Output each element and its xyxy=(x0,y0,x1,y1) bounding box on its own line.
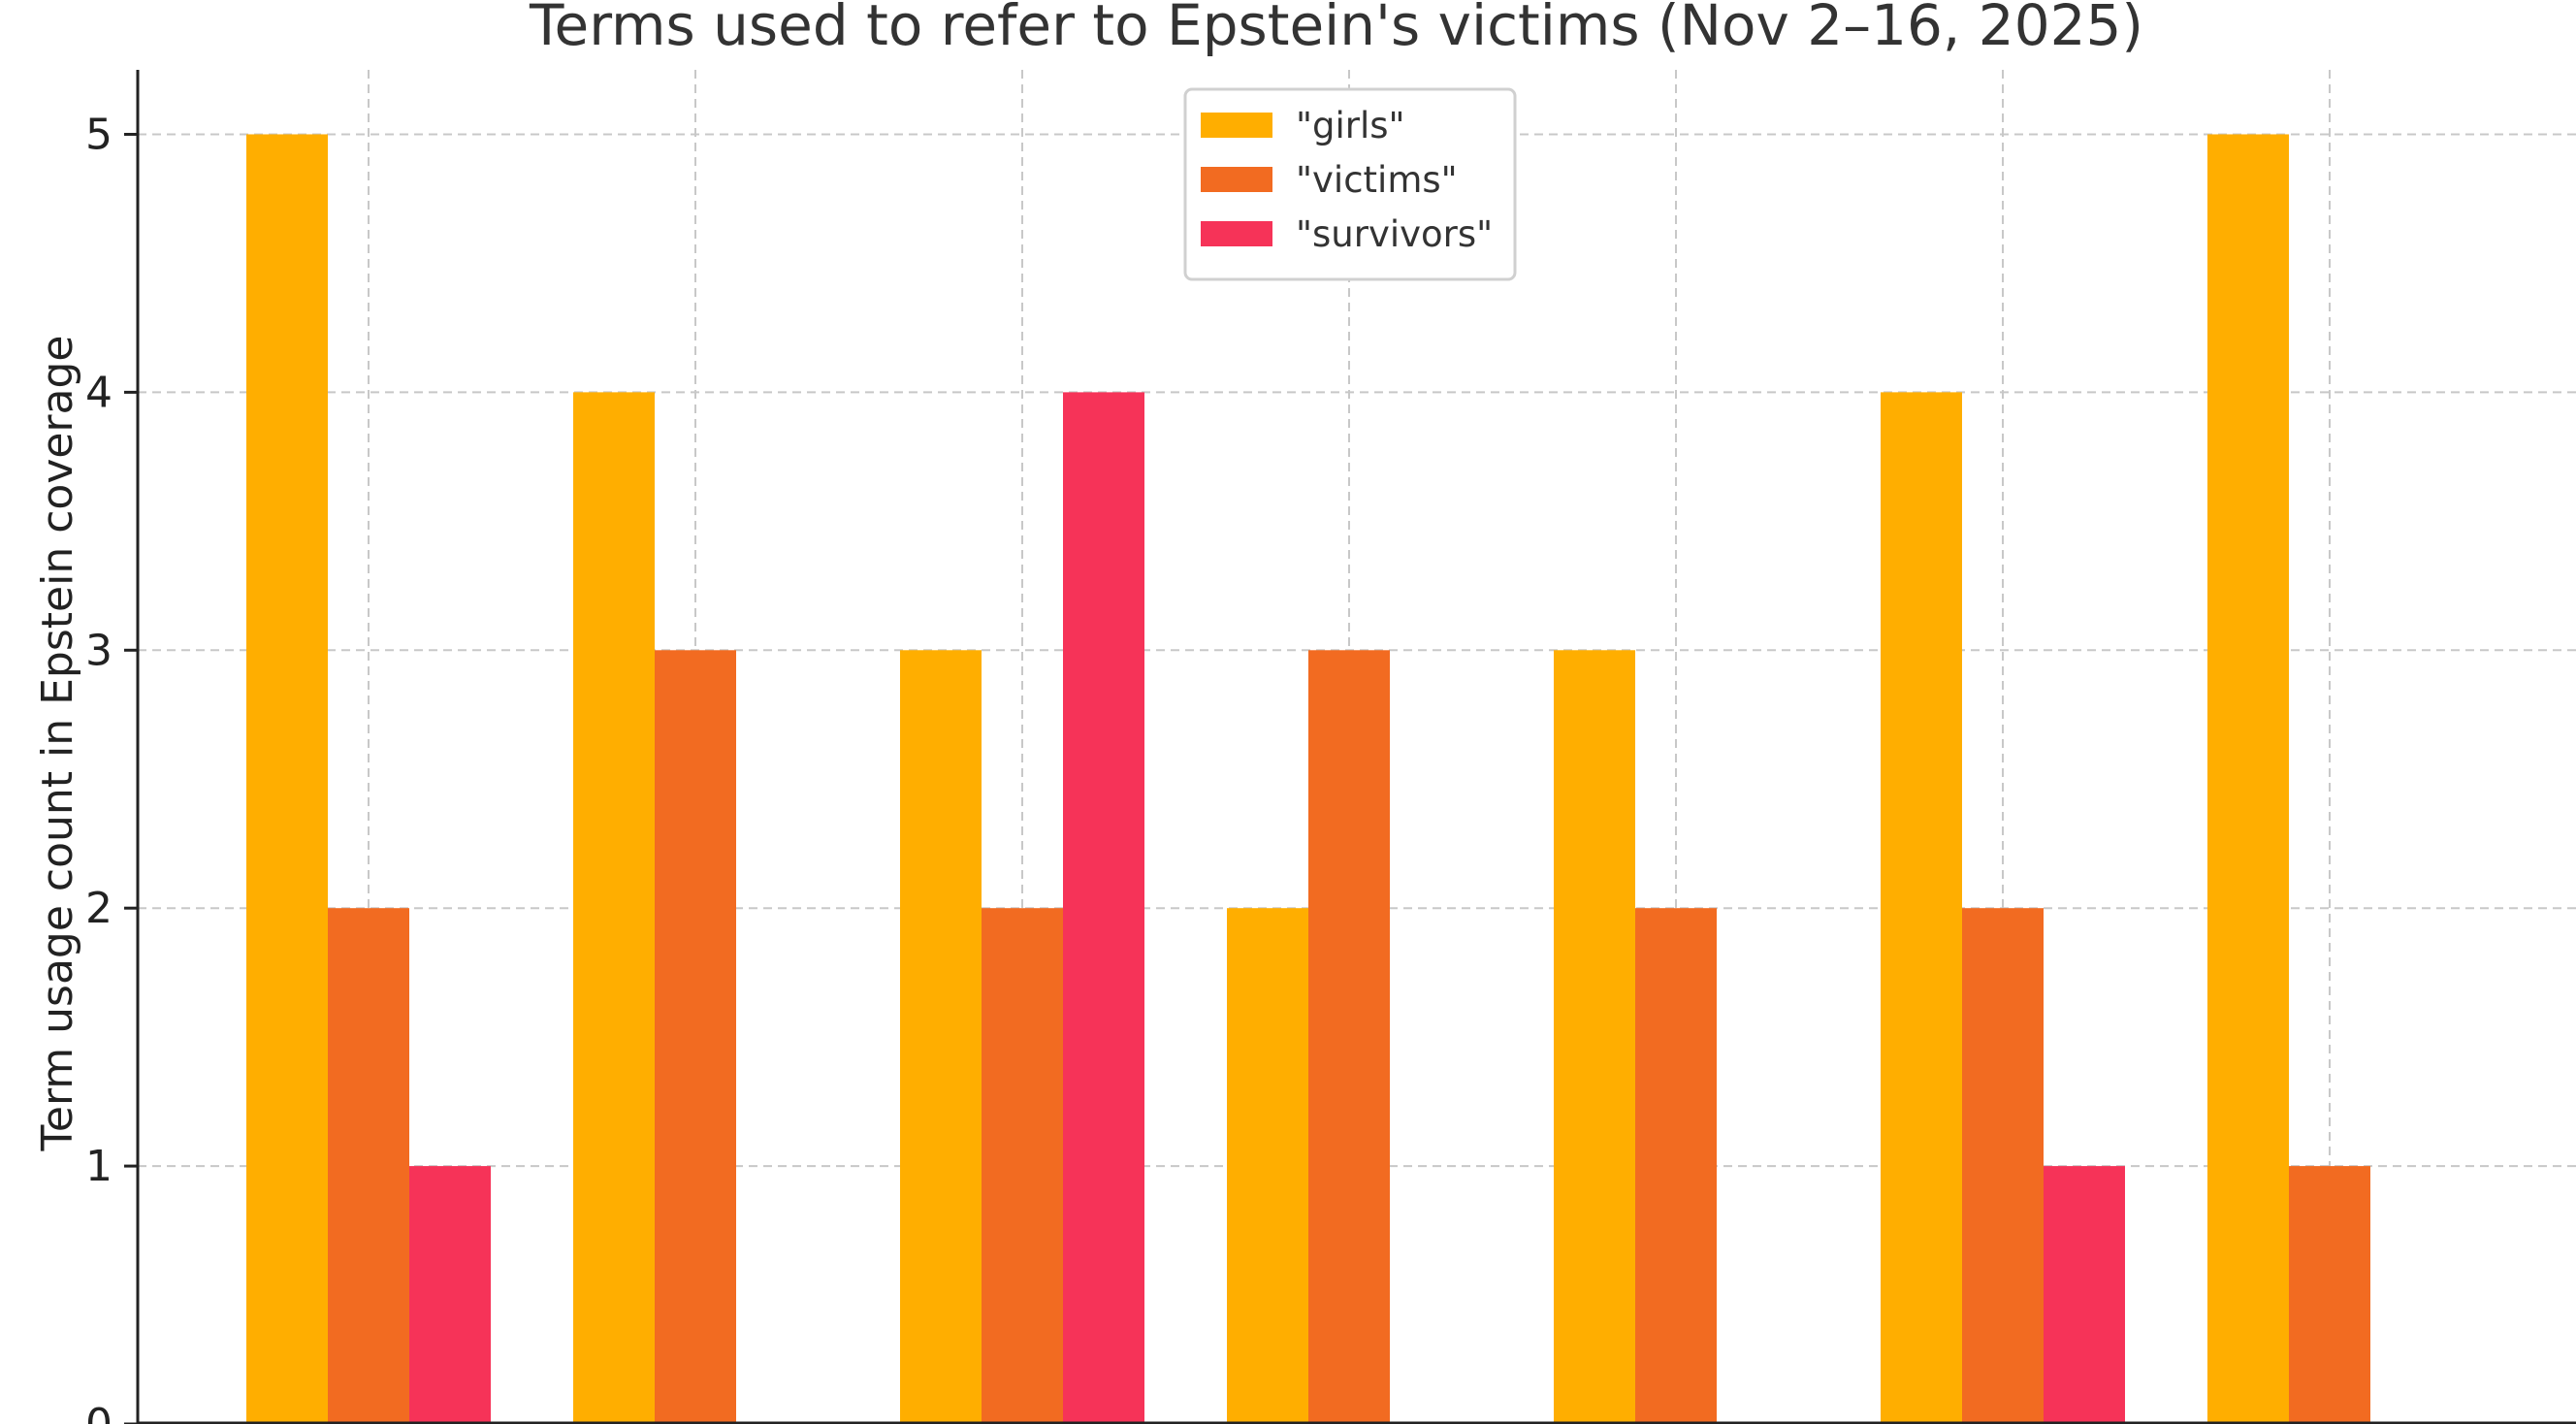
grid-layer xyxy=(138,70,2576,1424)
axes-layer: 0 1 2 3 4 5 xyxy=(85,70,2576,1424)
legend-label-3: "survivors" xyxy=(1296,213,1493,255)
bar-series-3-group-1 xyxy=(409,1166,491,1424)
bar-series-1-group-6 xyxy=(1881,392,1962,1424)
legend-swatch-1 xyxy=(1201,113,1272,138)
bar-series-1-group-1 xyxy=(246,134,328,1424)
y-tick-label-2: 2 xyxy=(85,884,113,933)
y-tick-label-5: 5 xyxy=(85,110,113,159)
bar-series-3-group-6 xyxy=(2044,1166,2125,1424)
chart-title: Terms used to refer to Epstein's victims… xyxy=(529,0,2143,58)
y-tick-label-4: 4 xyxy=(85,368,113,417)
legend-swatch-2 xyxy=(1201,167,1272,192)
bar-series-1-group-4 xyxy=(1227,908,1308,1424)
y-tick-label-1: 1 xyxy=(85,1142,113,1191)
legend-swatch-3 xyxy=(1201,221,1272,246)
y-axis-label: Term usage count in Epstein coverage xyxy=(33,336,82,1152)
bar-series-2-group-1 xyxy=(328,908,409,1424)
y-tick-label-3: 3 xyxy=(85,626,113,675)
bar-series-3-group-3 xyxy=(1063,392,1144,1424)
legend: "girls" "victims" "survivors" xyxy=(1183,87,1517,281)
bar-series-1-group-3 xyxy=(900,650,982,1424)
bar-series-1-group-7 xyxy=(2207,134,2289,1424)
bar-series-1-group-5 xyxy=(1554,650,1635,1424)
bar-series-2-group-7 xyxy=(2289,1166,2370,1424)
bar-series-1-group-2 xyxy=(573,392,655,1424)
bar-series-2-group-4 xyxy=(1308,650,1390,1424)
y-tick-label-0: 0 xyxy=(85,1400,113,1424)
legend-label-2: "victims" xyxy=(1296,159,1458,201)
bars-layer xyxy=(246,134,2370,1424)
bar-series-2-group-5 xyxy=(1635,908,1717,1424)
bar-series-2-group-3 xyxy=(982,908,1063,1424)
bar-series-2-group-6 xyxy=(1962,908,2044,1424)
bar-series-2-group-2 xyxy=(655,650,736,1424)
legend-label-1: "girls" xyxy=(1296,105,1405,146)
